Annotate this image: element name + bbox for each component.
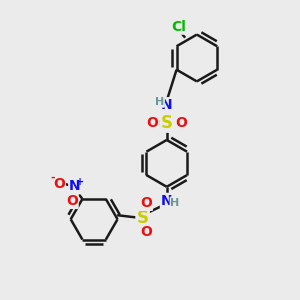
Text: H: H [170, 197, 180, 208]
Text: Cl: Cl [171, 20, 186, 34]
Text: H: H [155, 97, 164, 107]
Text: N: N [161, 194, 172, 208]
Text: O: O [175, 116, 187, 130]
Text: N: N [161, 98, 172, 112]
Text: -: - [51, 173, 55, 183]
Text: O: O [140, 196, 152, 210]
Text: O: O [147, 116, 159, 130]
Text: O: O [140, 225, 152, 239]
Text: O: O [66, 194, 78, 208]
Text: +: + [76, 177, 84, 187]
Text: S: S [161, 114, 173, 132]
Text: O: O [53, 177, 65, 190]
Text: S: S [136, 208, 148, 226]
Text: N: N [69, 179, 81, 193]
